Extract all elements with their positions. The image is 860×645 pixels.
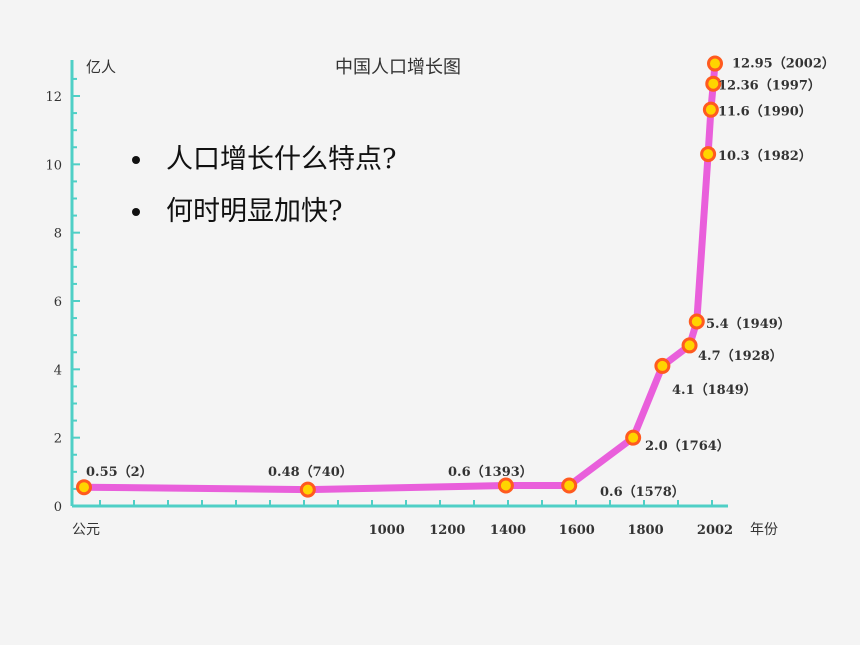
data-point: [76, 479, 92, 496]
population-series-line: [80, 60, 719, 494]
data-point: [702, 101, 719, 118]
question-text: 人口增长什么特点?: [166, 144, 397, 175]
data-label: 0.6（1578）: [600, 484, 685, 500]
data-label: 12.95（2002）: [732, 56, 835, 72]
question-item: 何时明显加快?: [128, 192, 396, 244]
question-list: 人口增长什么特点? 何时明显加快?: [128, 140, 396, 244]
y-tick-label: 10: [45, 158, 62, 173]
data-label: 4.7（1928）: [698, 348, 783, 364]
y-tick-label: 8: [54, 227, 62, 242]
y-tick-label: 6: [54, 295, 62, 310]
x-axis-label: 年份: [750, 522, 778, 538]
x-tick-label: 1200: [429, 523, 465, 538]
chart-title: 中国人口增长图: [335, 57, 461, 78]
x-tick-label: 1400: [490, 523, 526, 538]
data-point: [705, 75, 722, 92]
x-tick-label: 1800: [627, 523, 663, 538]
data-label: 12.36（1997）: [718, 78, 821, 94]
data-label: 0.48（740）: [268, 464, 353, 480]
question-item: 人口增长什么特点?: [128, 140, 396, 192]
x-tick-label: 2002: [697, 523, 733, 538]
data-point: [688, 313, 705, 330]
data-label: 4.1（1849）: [672, 382, 757, 398]
data-point: [299, 481, 316, 498]
data-label: 11.6（1990）: [718, 104, 812, 120]
data-point: [700, 146, 717, 163]
data-point: [681, 337, 698, 354]
x-tick-label: 1000: [369, 523, 405, 538]
y-tick-label: 4: [54, 363, 62, 378]
bullet-dot-icon: [132, 156, 140, 164]
y-tick-label: 12: [45, 90, 62, 105]
data-point: [707, 55, 723, 72]
y-tick-label: 2: [54, 432, 62, 447]
data-point: [561, 477, 578, 494]
x-tick-label: 1600: [559, 523, 595, 538]
data-label: 5.4（1949）: [706, 316, 791, 332]
data-point: [654, 357, 671, 374]
y-axis-label: 亿人: [86, 58, 116, 76]
bullet-dot-icon: [132, 208, 140, 216]
data-point: [625, 429, 642, 446]
data-label: 0.55（2）: [86, 464, 153, 480]
data-label: 10.3（1982）: [718, 148, 812, 164]
x-origin-label: 公元: [72, 522, 100, 538]
data-label: 2.0（1764）: [645, 438, 730, 454]
data-point: [497, 477, 514, 494]
question-text: 何时明显加快?: [166, 196, 343, 227]
data-label: 0.6（1393）: [448, 464, 533, 480]
y-tick-label: 0: [54, 500, 62, 515]
